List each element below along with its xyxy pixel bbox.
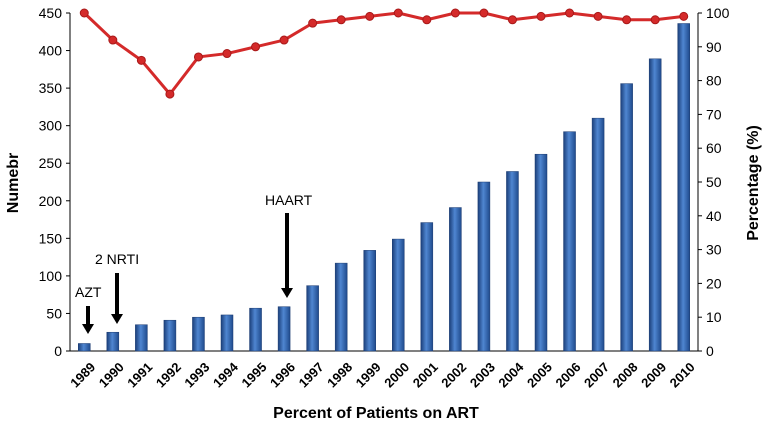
x-tick-label: 2007 (581, 359, 612, 390)
x-tick-label: 1995 (239, 359, 270, 390)
y2-tick-label: 90 (706, 39, 722, 55)
bar (477, 181, 491, 352)
x-tick-label: 2009 (638, 359, 669, 390)
y-tick-label: 100 (39, 268, 63, 284)
y2-tick-label: 80 (706, 73, 722, 89)
y-tick-label: 300 (39, 118, 63, 134)
y-tick-label: 350 (39, 80, 63, 96)
x-tick-label: 2008 (610, 359, 641, 390)
bar (591, 117, 605, 352)
annotation-label: HAART (265, 192, 313, 208)
bar (392, 238, 405, 352)
line-point (279, 35, 289, 45)
x-tick-label: 1990 (96, 359, 127, 390)
y2-tick-label: 30 (706, 242, 722, 258)
line-point (165, 89, 175, 99)
y-tick-label: 400 (39, 43, 63, 59)
line-point (251, 42, 261, 52)
x-axis-title: Percent of Patients on ART (273, 405, 479, 422)
x-tick-label: 1993 (181, 359, 212, 390)
bar (334, 262, 348, 352)
x-tick-label: 1994 (210, 359, 242, 391)
line-point (108, 35, 118, 45)
y-axis-title: Numebr (5, 153, 22, 213)
y-tick-label: 450 (39, 5, 63, 21)
x-tick-label: 2004 (495, 359, 527, 391)
y2-axis-title: Percentage (%) (745, 125, 762, 241)
line-point (565, 8, 575, 18)
x-tick-label: 1996 (267, 359, 298, 390)
bar (106, 331, 120, 352)
bar (277, 306, 291, 352)
line-point (679, 11, 689, 21)
line-point (536, 11, 546, 21)
x-tick-label: 2006 (553, 359, 584, 390)
bar (534, 153, 548, 352)
bar (78, 343, 91, 352)
annotation-arrow-head (281, 288, 293, 298)
line-point (222, 49, 232, 59)
x-tick-label: 1989 (67, 359, 98, 390)
y2-tick-label: 100 (706, 5, 730, 21)
y2-tick-label: 50 (706, 174, 722, 190)
bar (563, 131, 576, 352)
x-tick-label: 1998 (324, 359, 355, 390)
line-point (365, 11, 375, 21)
line-point (136, 55, 146, 65)
x-tick-label: 2010 (667, 359, 698, 390)
line-point (507, 15, 517, 25)
line-point (622, 15, 632, 25)
line-point (336, 15, 346, 25)
x-tick-label: 1999 (353, 359, 384, 390)
line-point (593, 11, 603, 21)
y-tick-label: 0 (54, 343, 62, 359)
y-tick-label: 50 (46, 305, 62, 321)
y2-tick-label: 10 (706, 309, 722, 325)
bar (506, 171, 519, 352)
x-tick-label: 2001 (410, 359, 441, 390)
bar (220, 314, 234, 352)
x-tick-label: 1997 (296, 359, 327, 390)
bar (449, 207, 462, 352)
y2-tick-label: 70 (706, 106, 722, 122)
annotation-label: AZT (75, 284, 102, 300)
line-point (422, 15, 432, 25)
bar (363, 250, 376, 352)
x-tick-label: 2002 (438, 359, 469, 390)
bar (163, 319, 177, 352)
line-point (79, 8, 89, 18)
line-point (450, 8, 460, 18)
line-point (308, 18, 318, 28)
annotation-label: 2 NRTI (95, 251, 139, 267)
y2-tick-label: 60 (706, 140, 722, 156)
x-tick-label: 2000 (381, 359, 412, 390)
line-point (393, 8, 403, 18)
bar (192, 316, 205, 352)
line-series (83, 11, 684, 96)
y-tick-label: 200 (39, 193, 63, 209)
x-tick-label: 1991 (124, 359, 155, 390)
annotation-arrow-head (82, 324, 94, 334)
bar (306, 285, 319, 352)
line-point (193, 52, 203, 62)
x-tick-label: 2005 (524, 359, 555, 390)
bar (677, 23, 690, 352)
y2-tick-label: 0 (706, 343, 714, 359)
bar (135, 324, 148, 352)
x-tick-label: 1992 (153, 359, 184, 390)
y2-tick-label: 20 (706, 275, 722, 291)
y-tick-label: 250 (39, 155, 63, 171)
y2-tick-label: 40 (706, 208, 722, 224)
line-point (479, 8, 489, 18)
y-tick-label: 150 (39, 230, 63, 246)
bar (420, 222, 434, 352)
bar (249, 307, 262, 352)
annotation-arrow-head (111, 314, 123, 324)
bar (620, 83, 633, 352)
bar (648, 58, 662, 352)
x-tick-label: 2003 (467, 359, 498, 390)
line-point (650, 15, 660, 25)
